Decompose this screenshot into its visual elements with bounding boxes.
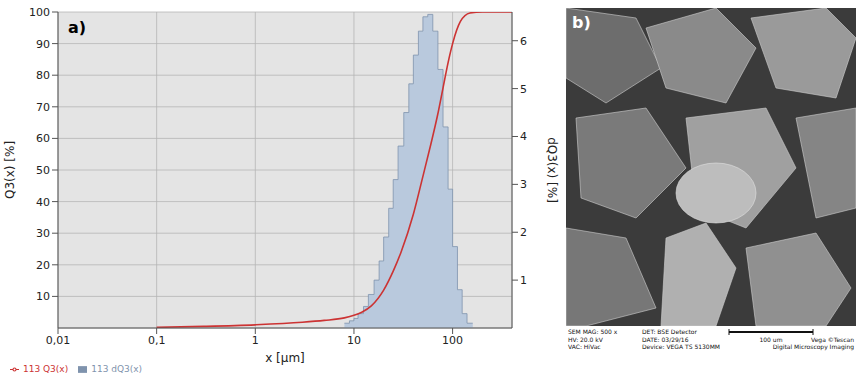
- svg-text:VAC: HiVac: VAC: HiVac: [568, 343, 601, 350]
- svg-text:b): b): [572, 13, 591, 32]
- svg-text:10: 10: [347, 334, 361, 347]
- svg-text:3: 3: [520, 178, 527, 191]
- svg-text:0,01: 0,01: [46, 334, 71, 347]
- svg-text:x [µm]: x [µm]: [265, 351, 305, 365]
- svg-text:40: 40: [36, 196, 50, 209]
- svg-text:20: 20: [36, 259, 50, 272]
- svg-text:60: 60: [36, 132, 50, 145]
- svg-text:DET: BSE Detector: DET: BSE Detector: [642, 328, 698, 335]
- svg-text:4: 4: [520, 130, 527, 143]
- svg-text:Digital Microscopy Imaging: Digital Microscopy Imaging: [773, 343, 854, 351]
- html-text:a): a): [68, 18, 87, 37]
- svg-text:Q3(x) [%]: Q3(x) [%]: [3, 141, 17, 199]
- svg-text:90: 90: [36, 38, 50, 51]
- svg-text:70: 70: [36, 101, 50, 114]
- html-text:113 Q3(x): 113 Q3(x): [23, 364, 69, 374]
- svg-text:Device: VEGA TS 5130MM: Device: VEGA TS 5130MM: [642, 343, 720, 350]
- svg-text:10: 10: [36, 290, 50, 303]
- svg-text:2: 2: [520, 226, 527, 239]
- svg-text:HV: 20.0 kV: HV: 20.0 kV: [568, 336, 604, 343]
- svg-text:dQ3(x) [%]: dQ3(x) [%]: [545, 137, 559, 203]
- svg-text:SEM MAG: 500 x: SEM MAG: 500 x: [568, 328, 618, 335]
- svg-text:80: 80: [36, 69, 50, 82]
- svg-text:1: 1: [252, 334, 259, 347]
- svg-text:30: 30: [36, 227, 50, 240]
- svg-text:100: 100: [442, 334, 463, 347]
- html-text:113 dQ3(x): 113 dQ3(x): [91, 364, 143, 374]
- svg-text:6: 6: [520, 35, 527, 48]
- svg-text:100 um: 100 um: [759, 336, 782, 343]
- svg-text:1: 1: [520, 274, 527, 287]
- svg-text:Vega ©Tescan: Vega ©Tescan: [811, 335, 854, 343]
- svg-text:5: 5: [520, 83, 527, 96]
- svg-text:DATE: 03/29/16: DATE: 03/29/16: [642, 336, 689, 343]
- svg-text:0,1: 0,1: [148, 334, 166, 347]
- svg-text:50: 50: [36, 164, 50, 177]
- svg-text:100: 100: [29, 6, 50, 19]
